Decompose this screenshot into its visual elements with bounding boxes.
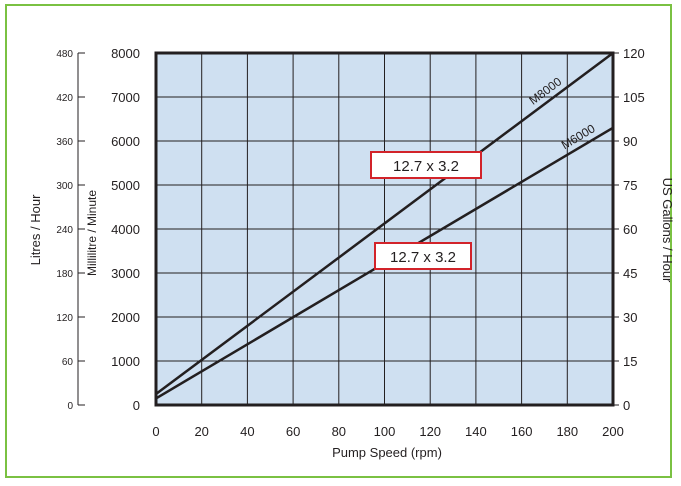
x-tick-label: 40 xyxy=(240,424,254,439)
x-tick-label: 120 xyxy=(419,424,441,439)
callout-label: 12.7 x 3.2 xyxy=(393,158,459,175)
x-tick-label: 140 xyxy=(465,424,487,439)
gallons-tick-label: 90 xyxy=(623,134,637,149)
gallons-tick-label: 105 xyxy=(623,90,645,105)
litres-axis: 0 60 120 180 240 300 360 420 480 xyxy=(56,49,85,412)
x-axis: 0 20 40 60 80 100 120 140 160 180 200 xyxy=(152,424,623,439)
millilitre-axis: 0 1000 2000 3000 4000 5000 6000 7000 8000 xyxy=(111,46,140,413)
millilitre-tick-label: 2000 xyxy=(111,310,140,325)
gallons-axis: 0 15 30 45 60 75 90 105 120 xyxy=(613,46,645,413)
litres-tick-label: 360 xyxy=(56,137,73,148)
x-tick-label: 0 xyxy=(152,424,159,439)
litres-tick-label: 300 xyxy=(56,181,73,192)
millilitre-tick-label: 7000 xyxy=(111,90,140,105)
callouts: 12.7 x 3.2 12.7 x 3.2 xyxy=(370,151,482,270)
callout-box xyxy=(374,242,472,270)
gallons-axis-title: US Gallons / Hour xyxy=(660,178,675,283)
litres-tick-label: 0 xyxy=(67,401,73,412)
litres-tick-label: 480 xyxy=(56,49,73,60)
gallons-tick-label: 0 xyxy=(623,398,630,413)
millilitre-tick-label: 0 xyxy=(133,398,140,413)
x-tick-label: 180 xyxy=(556,424,578,439)
millilitre-tick-label: 1000 xyxy=(111,354,140,369)
litres-axis-title: Litres / Hour xyxy=(28,194,43,265)
gallons-tick-label: 75 xyxy=(623,178,637,193)
litres-tick-label: 240 xyxy=(56,225,73,236)
millilitre-tick-label: 3000 xyxy=(111,266,140,281)
millilitre-tick-label: 6000 xyxy=(111,134,140,149)
litres-tick-label: 60 xyxy=(62,357,74,368)
gallons-tick-label: 45 xyxy=(623,266,637,281)
gallons-tick-label: 120 xyxy=(623,46,645,61)
grid-lines xyxy=(156,53,613,405)
gallons-tick-label: 15 xyxy=(623,354,637,369)
millilitre-axis-title: Millilitre / Minute xyxy=(85,190,99,276)
callout-box xyxy=(370,151,482,179)
x-tick-label: 160 xyxy=(511,424,533,439)
x-axis-title: Pump Speed (rpm) xyxy=(332,445,442,460)
gallons-tick-label: 60 xyxy=(623,222,637,237)
callout-label: 12.7 x 3.2 xyxy=(390,249,456,266)
gallons-tick-label: 30 xyxy=(623,310,637,325)
x-tick-label: 20 xyxy=(194,424,208,439)
litres-tick-label: 180 xyxy=(56,269,73,280)
x-tick-label: 100 xyxy=(374,424,396,439)
x-tick-label: 80 xyxy=(332,424,346,439)
series-line-m8000 xyxy=(155,51,614,396)
millilitre-tick-label: 5000 xyxy=(111,178,140,193)
x-tick-label: 200 xyxy=(602,424,624,439)
millilitre-tick-label: 4000 xyxy=(111,222,140,237)
litres-tick-label: 120 xyxy=(56,313,73,324)
x-tick-label: 60 xyxy=(286,424,300,439)
litres-tick-label: 420 xyxy=(56,93,73,104)
millilitre-tick-label: 8000 xyxy=(111,46,140,61)
